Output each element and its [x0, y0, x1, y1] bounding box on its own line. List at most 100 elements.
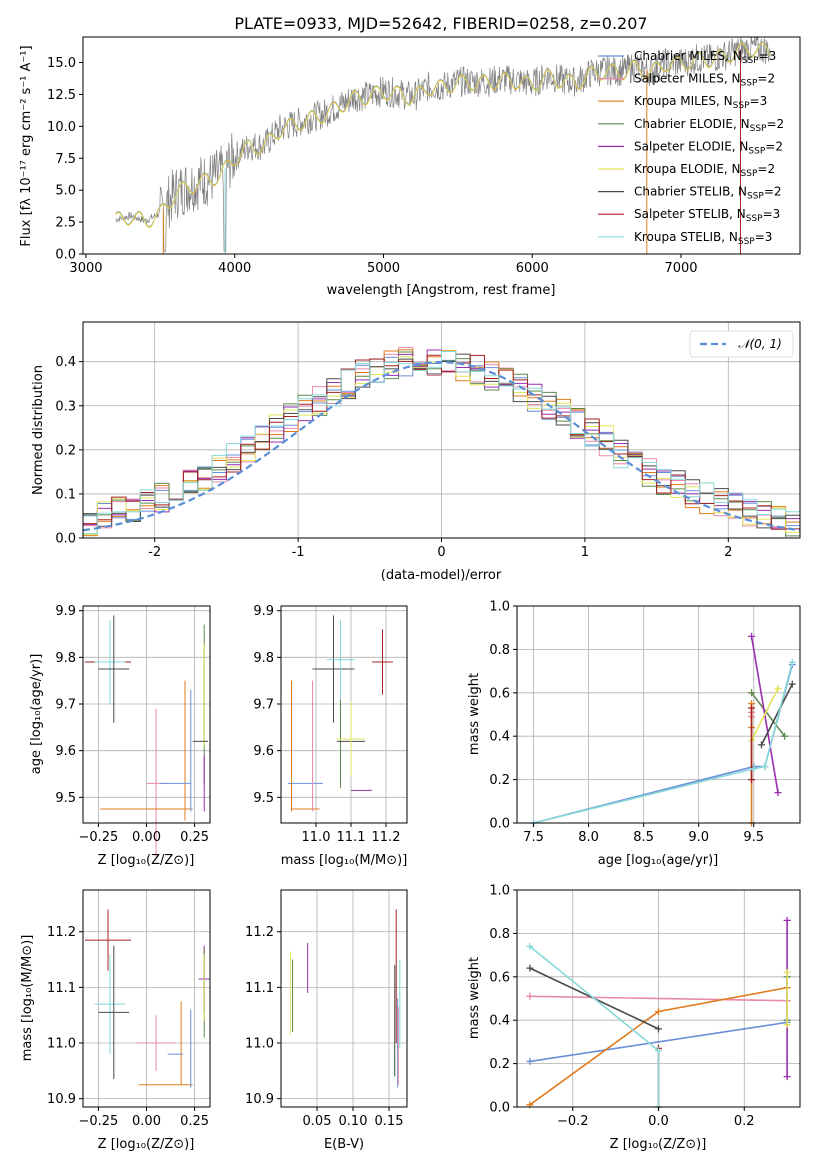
age-vs-z-ticks: −0.25 0.00 0.25 9.5 9.6 9.7 9.8 9.9: [55, 604, 209, 845]
weight-vs-age-frame: [516, 605, 801, 824]
marker-chabrier-stelib: [526, 964, 534, 972]
y-tick-label: 0.8: [489, 927, 510, 942]
series-kroupa-elodie: [750, 688, 779, 741]
weight-vs-z-ylabel: mass weight: [467, 957, 482, 1039]
x-tick-label: 0.0: [648, 1114, 669, 1129]
weight-vs-age-xlabel: age [log₁₀(age/yr)]: [598, 853, 719, 868]
marker-kroupa-miles: [655, 1008, 662, 1016]
marker-kroupa-stelib: [788, 658, 796, 666]
legend-label-salpeter-elodie: Salpeter ELODIE, NSSP=2: [634, 139, 783, 156]
weight-vs-z-plot-area: [526, 916, 791, 1111]
residual-xlabel: (data-model)/error: [381, 568, 502, 583]
x-tick-label: 0.25: [180, 1114, 209, 1129]
y-tick-label: 1.0: [489, 600, 510, 615]
mass-vs-z-plot-area: [84, 909, 210, 1088]
marker-salpeter-elodie: [783, 1073, 791, 1081]
point-chabrier-stelib: [312, 615, 355, 723]
x-tick-label: 0.2: [734, 1114, 755, 1129]
point-chabrier-stelib: [98, 615, 130, 723]
y-tick-label: 9.5: [253, 791, 274, 806]
weight-vs-age-ticks: 7.5 8.0 8.5 9.0 9.5 0.0 0.2 0.4 0.6 0.8 1.0: [489, 600, 764, 846]
legend-label-salpeter-miles: Salpeter MILES, NSSP=2: [634, 72, 775, 89]
age-vs-z-grid: [83, 606, 210, 823]
legend-subscript: SSP: [738, 237, 755, 247]
series-chabrier-elodie: [750, 692, 786, 737]
y-tick-label: 11.2: [245, 925, 274, 940]
x-tick-label: 4000: [218, 261, 251, 276]
x-tick-label: 2: [724, 545, 732, 560]
mass-vs-z-panel: −0.25 0.00 0.25 10.9 11.0 11.1 11.2 Z [log₁₀(Z…: [20, 889, 211, 1152]
y-tick-label: 9.6: [253, 744, 274, 759]
y-tick-label: 12.5: [47, 88, 76, 103]
legend-value: =2: [766, 117, 784, 131]
spectrum-model-line: [115, 41, 771, 228]
weight-vs-z-xlabel: Z [log₁₀(Z/Z⊙)]: [610, 1137, 707, 1152]
legend-value: =2: [764, 185, 782, 199]
point-kroupa-stelib: [94, 620, 126, 704]
age-vs-mass-grid: [281, 606, 407, 823]
legend-label-chabrier-elodie: Chabrier ELODIE, NSSP=2: [634, 117, 784, 134]
weight-vs-z-panel: −0.2 0.0 0.2 0.0 0.2 0.4 0.6 0.8 1.0 Z [log₁₀(Z/…: [467, 884, 801, 1152]
marker-chabrier-stelib: [655, 1025, 662, 1033]
mass-vs-z-ticks: −0.25 0.00 0.25 10.9 11.0 11.1 11.2: [47, 925, 209, 1129]
age-vs-mass-xlabel: mass [log₁₀(M/M⊙)]: [281, 853, 408, 868]
residual-plot-area: [82, 346, 801, 539]
y-tick-label: 9.6: [55, 744, 76, 759]
legend-subscript: SSP: [747, 192, 764, 202]
y-tick-label: 0.8: [489, 643, 510, 658]
x-tick-label: 8.5: [633, 830, 654, 845]
legend-subscript: SSP: [741, 169, 758, 179]
mass-vs-ebv-plot-area: [289, 909, 401, 1088]
spectrum-panel: 3000 4000 5000 6000 7000 0.0 2.5 5.0 7.5 10.0 12.5…: [19, 36, 801, 298]
weight-vs-age-plot-area: [530, 632, 796, 827]
mass-vs-z-xlabel: Z [log₁₀(Z/Z⊙)]: [98, 1137, 195, 1152]
age-vs-mass-frame: [280, 605, 408, 824]
y-tick-label: 0.4: [489, 1014, 510, 1029]
x-tick-label: 0.00: [132, 1114, 161, 1129]
mass-vs-z-ylabel: mass [log₁₀(M/M⊙)]: [20, 935, 35, 1062]
y-tick-label: 11.0: [245, 1037, 274, 1052]
marker-chabrier-elodie: [781, 732, 789, 740]
marker-kroupa-stelib: [526, 942, 534, 950]
point-salpeter-stelib: [84, 909, 132, 971]
y-tick-label: 11.1: [245, 981, 274, 996]
x-tick-label: 0.05: [303, 1114, 332, 1129]
point-kroupa-elodie: [337, 701, 365, 777]
marker-chabrier-stelib: [757, 741, 765, 749]
y-tick-label: 0.2: [55, 443, 76, 458]
y-tick-label: 0.2: [489, 1057, 510, 1072]
legend-subscript: SSP: [741, 79, 758, 89]
x-tick-label: 0.00: [132, 830, 161, 845]
x-tick-label: −0.2: [557, 1114, 589, 1129]
hist-kroupa-stelib: [83, 351, 800, 535]
x-tick-label: 1: [581, 545, 589, 560]
legend-label-chabrier-miles: Chabrier MILES, NSSP=3: [634, 49, 776, 66]
spectrum-model-line: [115, 42, 771, 229]
legend-subscript: SSP: [748, 146, 765, 156]
marker-kroupa-elodie: [783, 1021, 791, 1029]
y-tick-label: 9.5: [55, 791, 76, 806]
x-tick-label: -1: [292, 545, 305, 560]
x-tick-label: 8.0: [578, 830, 599, 845]
y-tick-label: 0.6: [489, 970, 510, 985]
legend-value: =3: [759, 49, 777, 63]
normal-curve: [82, 361, 801, 532]
age-vs-mass-panel: 11.0 11.1 11.2 9.5 9.6 9.7 9.8 9.9 mass [log₁₀(…: [253, 604, 408, 868]
legend-label-kroupa-miles: Kroupa MILES, NSSP=3: [634, 94, 767, 111]
residual-ylabel: Normed distribution: [31, 365, 46, 495]
point-kroupa-stelib: [94, 953, 126, 1055]
marker-chabrier-stelib: [788, 680, 796, 688]
legend-value: =2: [765, 139, 783, 153]
x-tick-label: −0.25: [78, 830, 118, 845]
y-tick-label: 10.0: [47, 120, 76, 135]
y-tick-label: 0.2: [489, 773, 510, 788]
spectrum-xlabel: wavelength [Angstrom, rest frame]: [327, 283, 556, 298]
spectrum-frame: [82, 36, 801, 255]
y-tick-label: 9.8: [55, 651, 76, 666]
marker-kroupa-stelib: [761, 763, 769, 771]
x-tick-label: 0.15: [375, 1114, 404, 1129]
legend-value: =3: [750, 94, 768, 108]
y-tick-label: 0.0: [489, 817, 510, 832]
y-tick-label: 10.9: [47, 1092, 76, 1107]
